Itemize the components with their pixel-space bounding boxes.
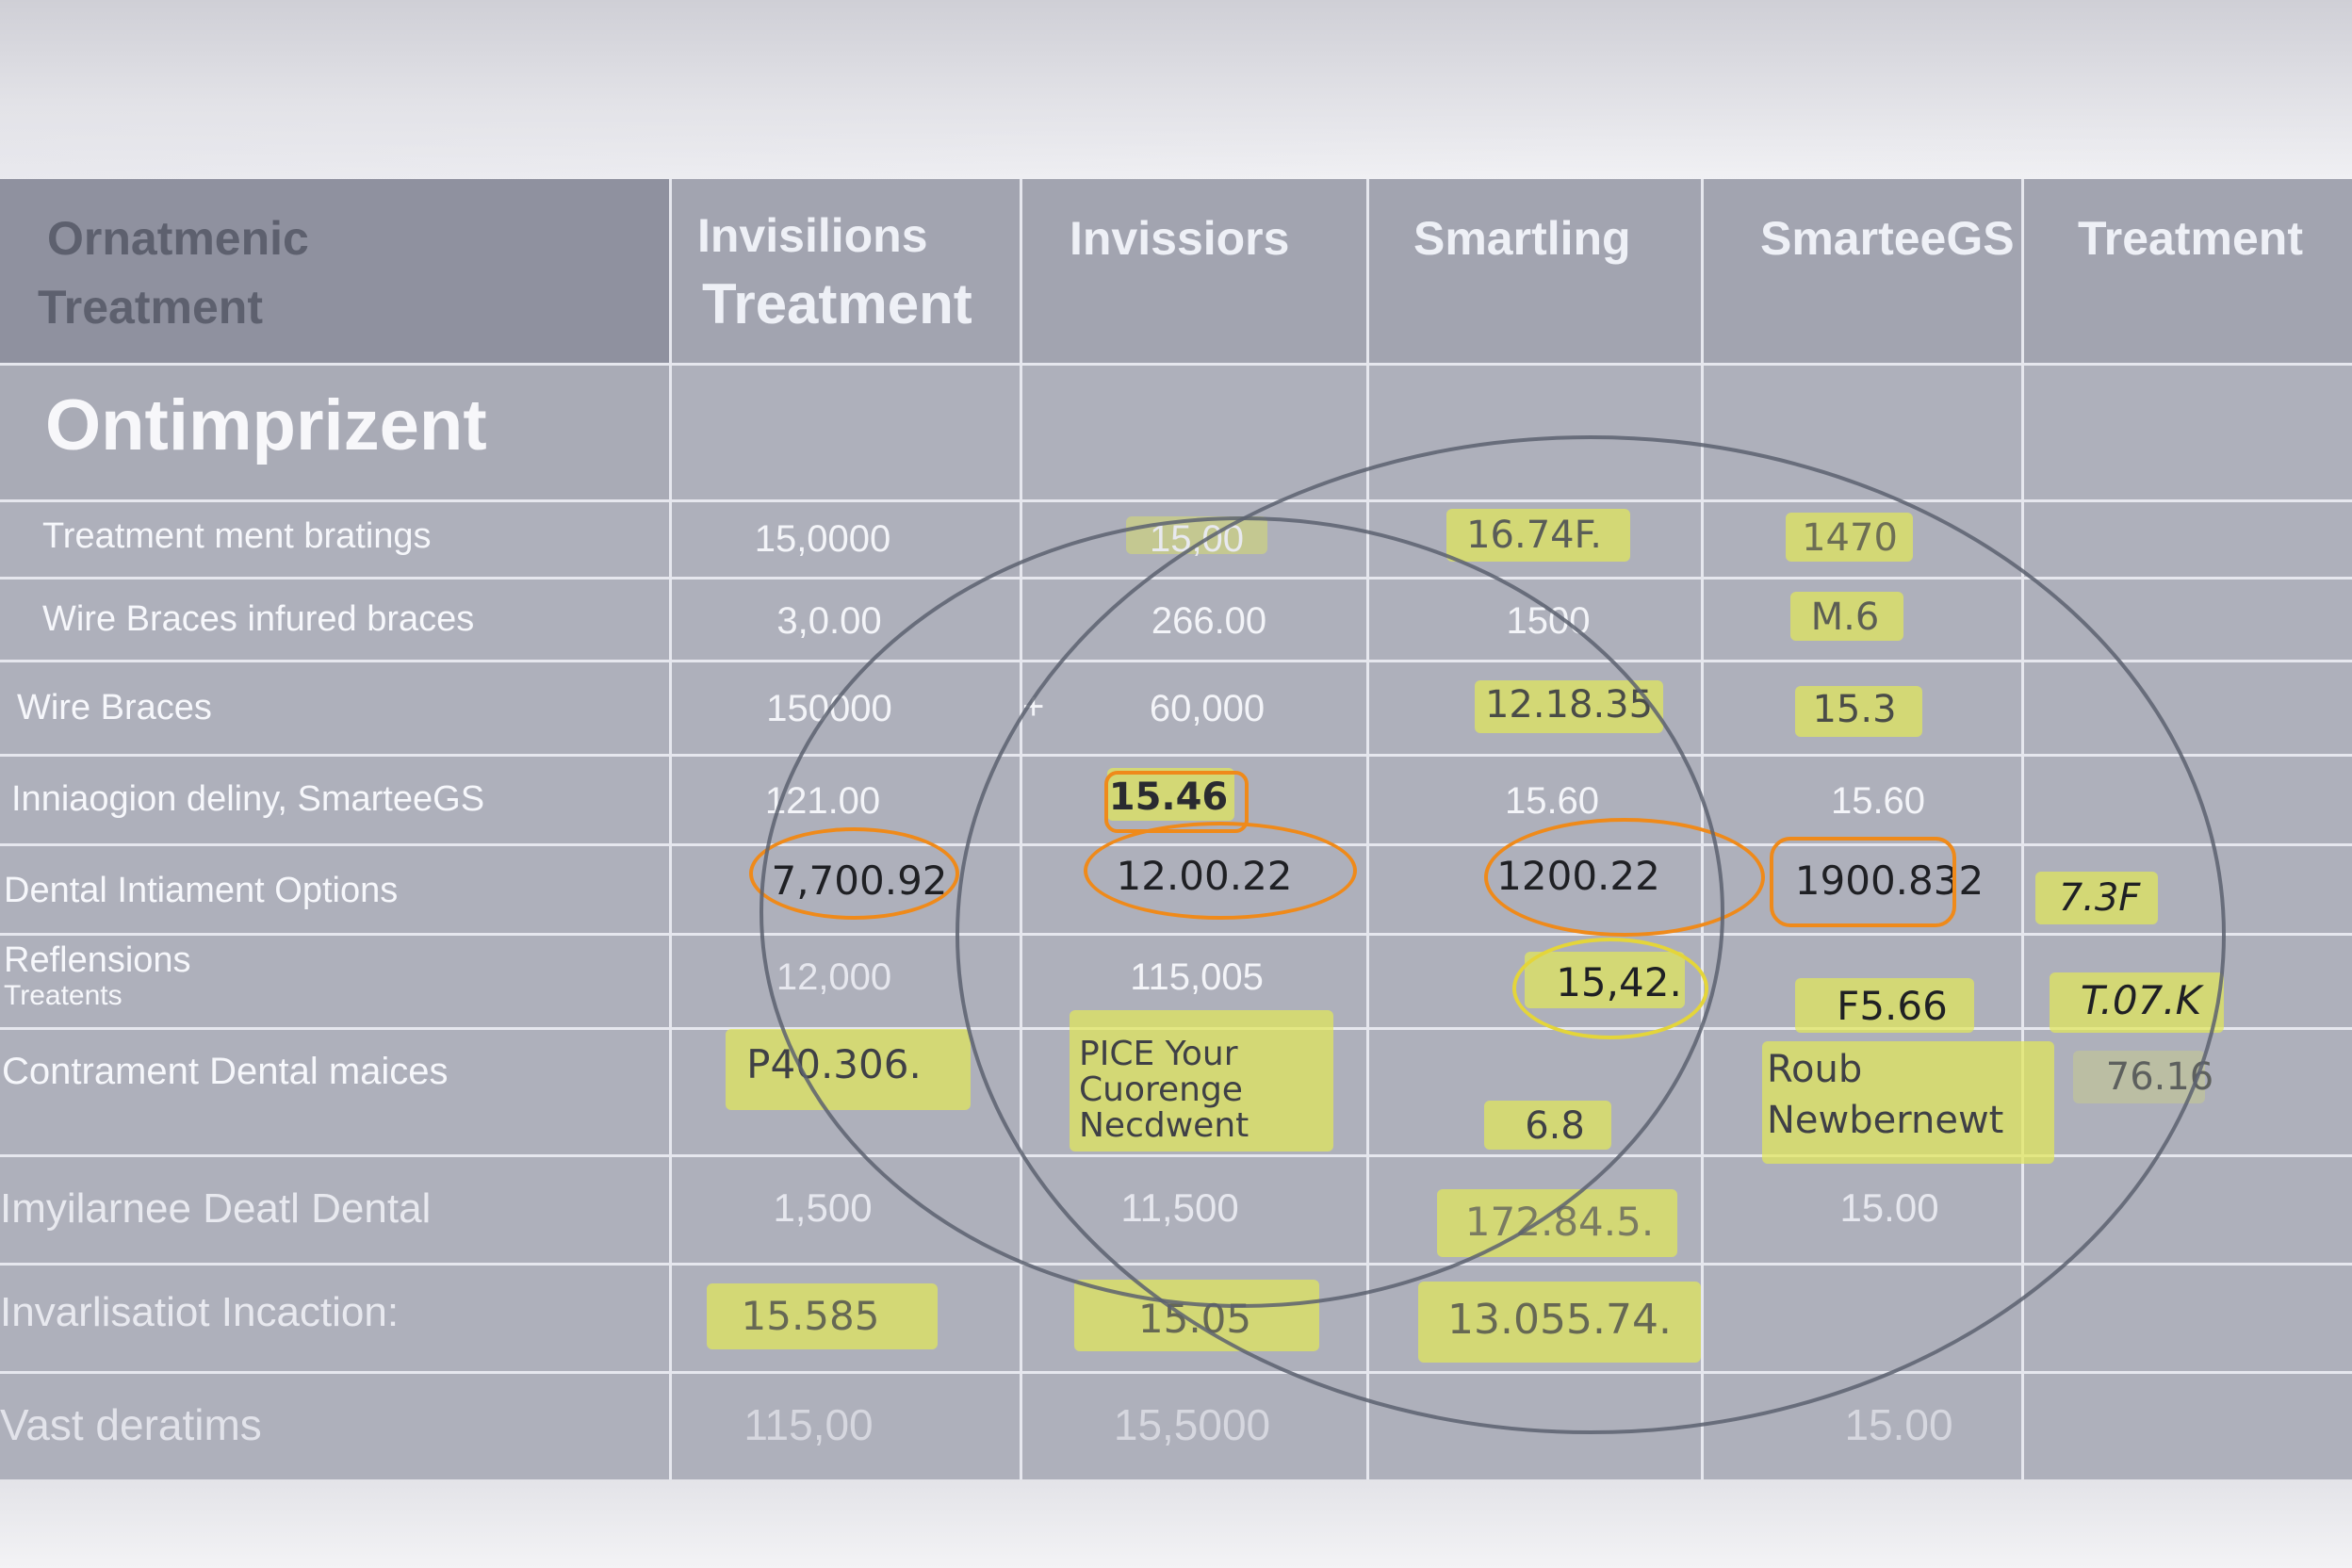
row-label: Wire Braces infured braces: [42, 599, 475, 639]
row-label: Treatment ment bratings: [42, 516, 432, 556]
cell-value: M.6: [1810, 596, 1880, 639]
corner-header-line2: Treatment: [38, 281, 263, 334]
orange-circle-annotation: [1084, 822, 1357, 920]
corner-header-line1: Ornatmenic: [47, 212, 309, 265]
highlighter-mark: [707, 1283, 938, 1349]
grid-row-divider: [0, 1263, 2352, 1266]
cell-value: F5.66: [1837, 983, 1948, 1029]
cell-value: 15.585: [741, 1293, 880, 1339]
cell-value: 15.46: [1108, 776, 1229, 819]
cell-value: 115,00: [743, 1400, 874, 1449]
highlighter-mark: [1446, 509, 1630, 562]
cell-value: 15,0000: [754, 518, 891, 560]
corner-header-cell: [0, 179, 669, 363]
row-label: Imyilarnee Deatl Dental: [0, 1185, 432, 1232]
cell-value: 1900.832: [1794, 858, 1984, 904]
section-title-band: [0, 363, 669, 499]
cell-value: 11,500: [1120, 1185, 1239, 1230]
highlighter-circle-annotation: [1512, 938, 1708, 1039]
highlighter-mark: [1126, 516, 1267, 554]
highlighter-mark: [1475, 680, 1663, 733]
cell-value: 15.3: [1812, 688, 1897, 731]
plus-mark: +: [1022, 686, 1045, 727]
column-header-smarteegs: SmarteeGS: [1760, 212, 2015, 265]
column-header-smartling: Smartling: [1413, 212, 1631, 265]
grid-row-divider: [0, 577, 2352, 580]
cell-value: 115,005: [1130, 956, 1264, 998]
grid-column-divider: [1020, 179, 1022, 1479]
cell-value: 13.055.74.: [1447, 1296, 1672, 1344]
column-header-treatment: Treatment: [2078, 212, 2303, 265]
highlighter-mark: [2050, 972, 2224, 1033]
column-header-invisilions: Invisilions: [697, 209, 928, 262]
ring-right: [956, 435, 2226, 1434]
cell-value: 15,5000: [1113, 1400, 1271, 1449]
highlighter-mark: [1786, 513, 1913, 562]
row-label: Contrament Dental maices: [2, 1051, 449, 1092]
highlighter-mark: [1070, 1010, 1333, 1152]
column-header-invissiors: Invissiors: [1070, 212, 1290, 265]
row-label: Vast deratims: [0, 1400, 262, 1449]
cell-value: 7.3F: [2058, 876, 2141, 920]
grid-row-divider: [0, 499, 2352, 502]
ring-left: [760, 516, 1724, 1308]
cell-value: 15.60: [1830, 780, 1926, 822]
cell-value: 1470: [1802, 516, 1898, 560]
grid-column-divider: [669, 179, 672, 1479]
section-title: Ontimprizent: [45, 385, 487, 466]
row-label: Wire Braces: [17, 688, 212, 727]
cell-value: PICE Your Cuorenge Necdwent: [1079, 1035, 1250, 1145]
orange-circle-annotation: [749, 827, 959, 920]
highlighter-mark: [2035, 872, 2158, 924]
highlighter-mark: [726, 1029, 971, 1110]
highlighter-mark: [2073, 1051, 2205, 1103]
cell-value: 12.18.35: [1484, 683, 1654, 727]
cell-value: 12,000: [776, 956, 892, 998]
cell-value: 3,0.00: [776, 600, 882, 642]
orange-circle-annotation: [1770, 837, 1956, 927]
row-label: Reflensions: [4, 940, 191, 980]
column-header-invisilions-treatment: Treatment: [702, 272, 972, 335]
highlighter-mark: [1795, 686, 1922, 737]
grid-column-divider: [2021, 179, 2024, 1479]
grid-row-divider: [0, 933, 2352, 936]
cell-value: 266.00: [1151, 600, 1267, 642]
grid-row-divider: [0, 754, 2352, 757]
cell-value: Roub Newbernewt: [1767, 1048, 2004, 1142]
row-label: Inniaogion deliny, SmarteeGS: [11, 779, 485, 819]
cell-value: 15.00: [1844, 1400, 1953, 1449]
row-label: Dental Intiament Options: [4, 871, 399, 910]
grid-row-divider: [0, 1371, 2352, 1374]
highlighter-mark: [1437, 1189, 1677, 1257]
cell-value: 6.8: [1525, 1104, 1585, 1148]
highlighter-mark: [1762, 1041, 2054, 1164]
grid-column-divider: [1366, 179, 1369, 1479]
grid-row-divider: [0, 363, 2352, 366]
row-label: Invarlisatiot Incaction:: [0, 1289, 400, 1335]
row-sublabel: Treatents: [4, 980, 122, 1011]
cell-value: 15.00: [1839, 1185, 1939, 1230]
cell-value: P40.306.: [746, 1041, 922, 1087]
cell-value: 16.74F.: [1466, 514, 1602, 557]
sheet-bottom-margin: [0, 1479, 2352, 1568]
highlighter-mark: [1790, 592, 1903, 641]
orange-circle-annotation: [1484, 818, 1765, 937]
grid-row-divider: [0, 1154, 2352, 1157]
cell-value: T.07.K: [2080, 977, 2202, 1023]
background-shadow: [0, 0, 2352, 179]
grid-row-divider: [0, 660, 2352, 662]
highlighter-mark: [1484, 1101, 1611, 1150]
highlighter-mark: [1418, 1282, 1701, 1363]
cell-value: 1,500: [773, 1185, 873, 1230]
orange-circle-annotation: [1104, 771, 1249, 833]
highlighter-mark: [1795, 978, 1974, 1033]
cell-value: 15.60: [1504, 780, 1600, 822]
cell-value: 60,000: [1149, 688, 1266, 729]
highlighter-mark: [1107, 768, 1234, 821]
